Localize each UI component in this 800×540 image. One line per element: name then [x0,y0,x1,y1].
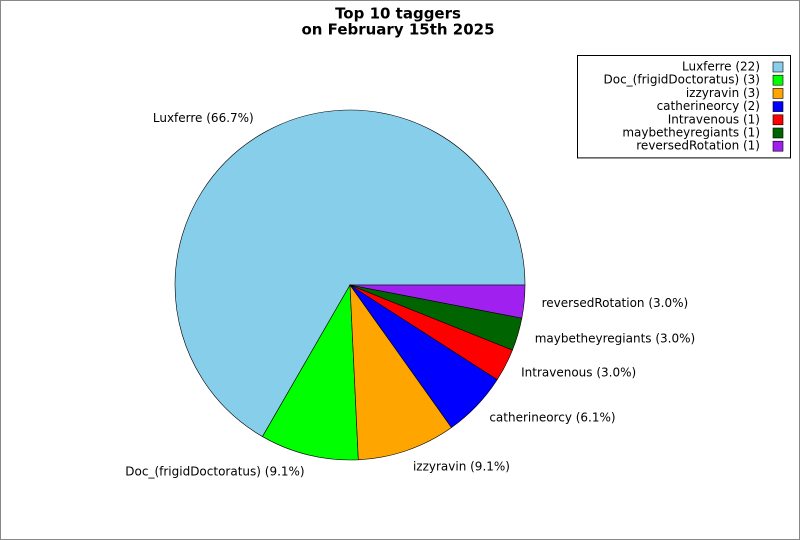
pie-slice [174,109,526,437]
legend-box [577,55,791,159]
slice-label: Luxferre (66.7%) [153,111,254,125]
chart-title: Top 10 taggers [335,5,461,23]
legend-swatch [772,127,784,139]
slice-label: izzyravin (9.1%) [413,459,510,473]
slice-label: catherineorcy (6.1%) [489,410,615,424]
slice-label: maybetheyregiants (3.0%) [535,332,696,346]
legend-swatch [772,74,784,86]
slice-label: Doc_(frigidDoctoratus) (9.1%) [125,465,304,479]
legend-swatch [772,88,784,99]
legend-label: reversedRotation (1) [636,139,760,153]
pie-slice [349,283,452,461]
legend-label: maybetheyregiants (1) [622,126,760,140]
legend-label: Doc_(frigidDoctoratus) (3) [604,73,761,87]
legend-swatch [772,140,784,152]
legend-label: izzyravin (3) [686,86,760,100]
legend-label: Luxferre (22) [682,60,760,74]
pie-slice [349,284,526,319]
slice-label: Intravenous (3.0%) [521,366,636,380]
pie-slice [262,283,359,461]
legend-label: Intravenous (1) [668,112,760,126]
legend-label: catherineorcy (2) [657,99,760,113]
legend-swatch [772,101,784,112]
legend-swatch [772,114,784,126]
legend-swatch [772,61,784,73]
slice-label: reversedRotation (3.0%) [542,296,689,310]
chart-title: on February 15th 2025 [301,21,494,39]
